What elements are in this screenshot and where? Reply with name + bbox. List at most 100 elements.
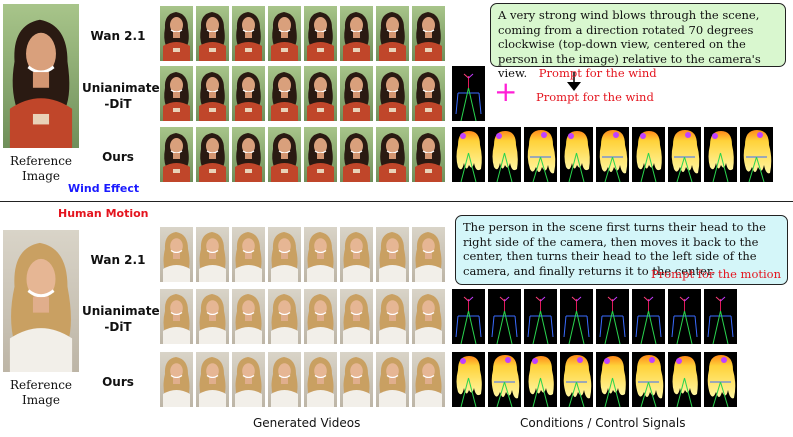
reference-image-bottom (3, 230, 79, 372)
video-frame (376, 289, 409, 344)
frames-wan-top (160, 6, 445, 61)
video-frame (304, 127, 337, 182)
control-skeleton-top (452, 66, 485, 121)
frames-unianimate-top (160, 66, 445, 121)
row-label-ours-top: Ours (102, 150, 134, 164)
video-frame (160, 289, 193, 344)
video-frame (304, 227, 337, 282)
video-frame (232, 127, 265, 182)
wind-prompt-box: A very strong wind blows through the sce… (490, 3, 786, 80)
control-frame (596, 352, 629, 407)
video-frame (232, 66, 265, 121)
video-frame (268, 6, 301, 61)
control-frame (560, 352, 593, 407)
arrow-down-icon (567, 72, 581, 91)
generated-videos-label: Generated Videos (253, 416, 361, 430)
frames-unianimate-bottom (160, 289, 445, 344)
frames-wan-bottom (160, 227, 445, 282)
control-frame (596, 289, 629, 344)
frames-ours-bottom (160, 352, 445, 407)
video-frame (160, 6, 193, 61)
control-frame (668, 352, 701, 407)
video-frame (196, 127, 229, 182)
video-frame (196, 289, 229, 344)
video-frame (340, 127, 373, 182)
video-frame (160, 227, 193, 282)
controls-ours-bottom (452, 352, 737, 407)
control-frame (524, 127, 557, 182)
video-frame (196, 66, 229, 121)
control-frame (632, 127, 665, 182)
video-frame (340, 66, 373, 121)
control-frame (740, 127, 773, 182)
video-frame (412, 127, 445, 182)
motion-prompt-box: The person in the scene first turns thei… (455, 215, 788, 285)
control-frame (668, 127, 701, 182)
video-frame (268, 227, 301, 282)
control-frame (632, 352, 665, 407)
video-frame (232, 289, 265, 344)
video-frame (232, 352, 265, 407)
reference-caption-top: Reference Image (9, 154, 73, 183)
video-frame (412, 6, 445, 61)
plus-icon: + (494, 75, 518, 108)
video-frame (304, 66, 337, 121)
video-frame (232, 227, 265, 282)
control-frame (524, 289, 557, 344)
video-frame (340, 6, 373, 61)
control-frame (524, 352, 557, 407)
video-frame (268, 127, 301, 182)
video-frame (160, 66, 193, 121)
row-label-unianimate-top: Unianimate -DiT (82, 81, 160, 111)
video-frame (268, 289, 301, 344)
row-label-wan-top: Wan 2.1 (90, 29, 146, 43)
video-frame (196, 352, 229, 407)
controls-ours-top (452, 127, 773, 182)
control-frame (488, 127, 521, 182)
row-label-unianimate-bottom: Unianimate -DiT (82, 304, 160, 334)
video-frame (160, 127, 193, 182)
section-divider (0, 201, 793, 202)
row-label-ours-bottom: Ours (102, 375, 134, 389)
control-frame (452, 127, 485, 182)
video-frame (268, 352, 301, 407)
row-label-wan-bottom: Wan 2.1 (90, 253, 146, 267)
video-frame (196, 227, 229, 282)
video-frame (376, 352, 409, 407)
motion-prompt-text: The person in the scene first turns thei… (463, 220, 766, 278)
control-frame (704, 127, 737, 182)
video-frame (376, 6, 409, 61)
video-frame (376, 66, 409, 121)
video-frame (412, 227, 445, 282)
control-frame (632, 289, 665, 344)
video-frame (376, 127, 409, 182)
video-frame (412, 289, 445, 344)
control-frame (452, 352, 485, 407)
control-frame (452, 289, 485, 344)
video-frame (412, 66, 445, 121)
video-frame (160, 352, 193, 407)
reference-image-top (3, 4, 79, 148)
wind-prompt-text: A very strong wind blows through the sce… (498, 8, 761, 80)
control-frame (596, 127, 629, 182)
wind-prompt-tag: Prompt for the wind (538, 66, 657, 80)
video-frame (412, 352, 445, 407)
video-frame (340, 289, 373, 344)
control-frame (560, 289, 593, 344)
wind-effect-title: Wind Effect (68, 182, 140, 195)
control-frame (488, 352, 521, 407)
control-frame (704, 352, 737, 407)
video-frame (232, 6, 265, 61)
human-motion-title: Human Motion (58, 207, 149, 220)
video-frame (304, 6, 337, 61)
video-frame (268, 66, 301, 121)
control-frame (560, 127, 593, 182)
plus-prompt-label: Prompt for the wind (536, 90, 654, 104)
motion-prompt-tag: Prompt for the motion (651, 266, 781, 281)
video-frame (196, 6, 229, 61)
reference-caption-bottom: Reference Image (9, 378, 73, 407)
video-frame (304, 352, 337, 407)
conditions-label: Conditions / Control Signals (520, 416, 686, 430)
control-frame (704, 289, 737, 344)
controls-unianimate-bottom (452, 289, 737, 344)
